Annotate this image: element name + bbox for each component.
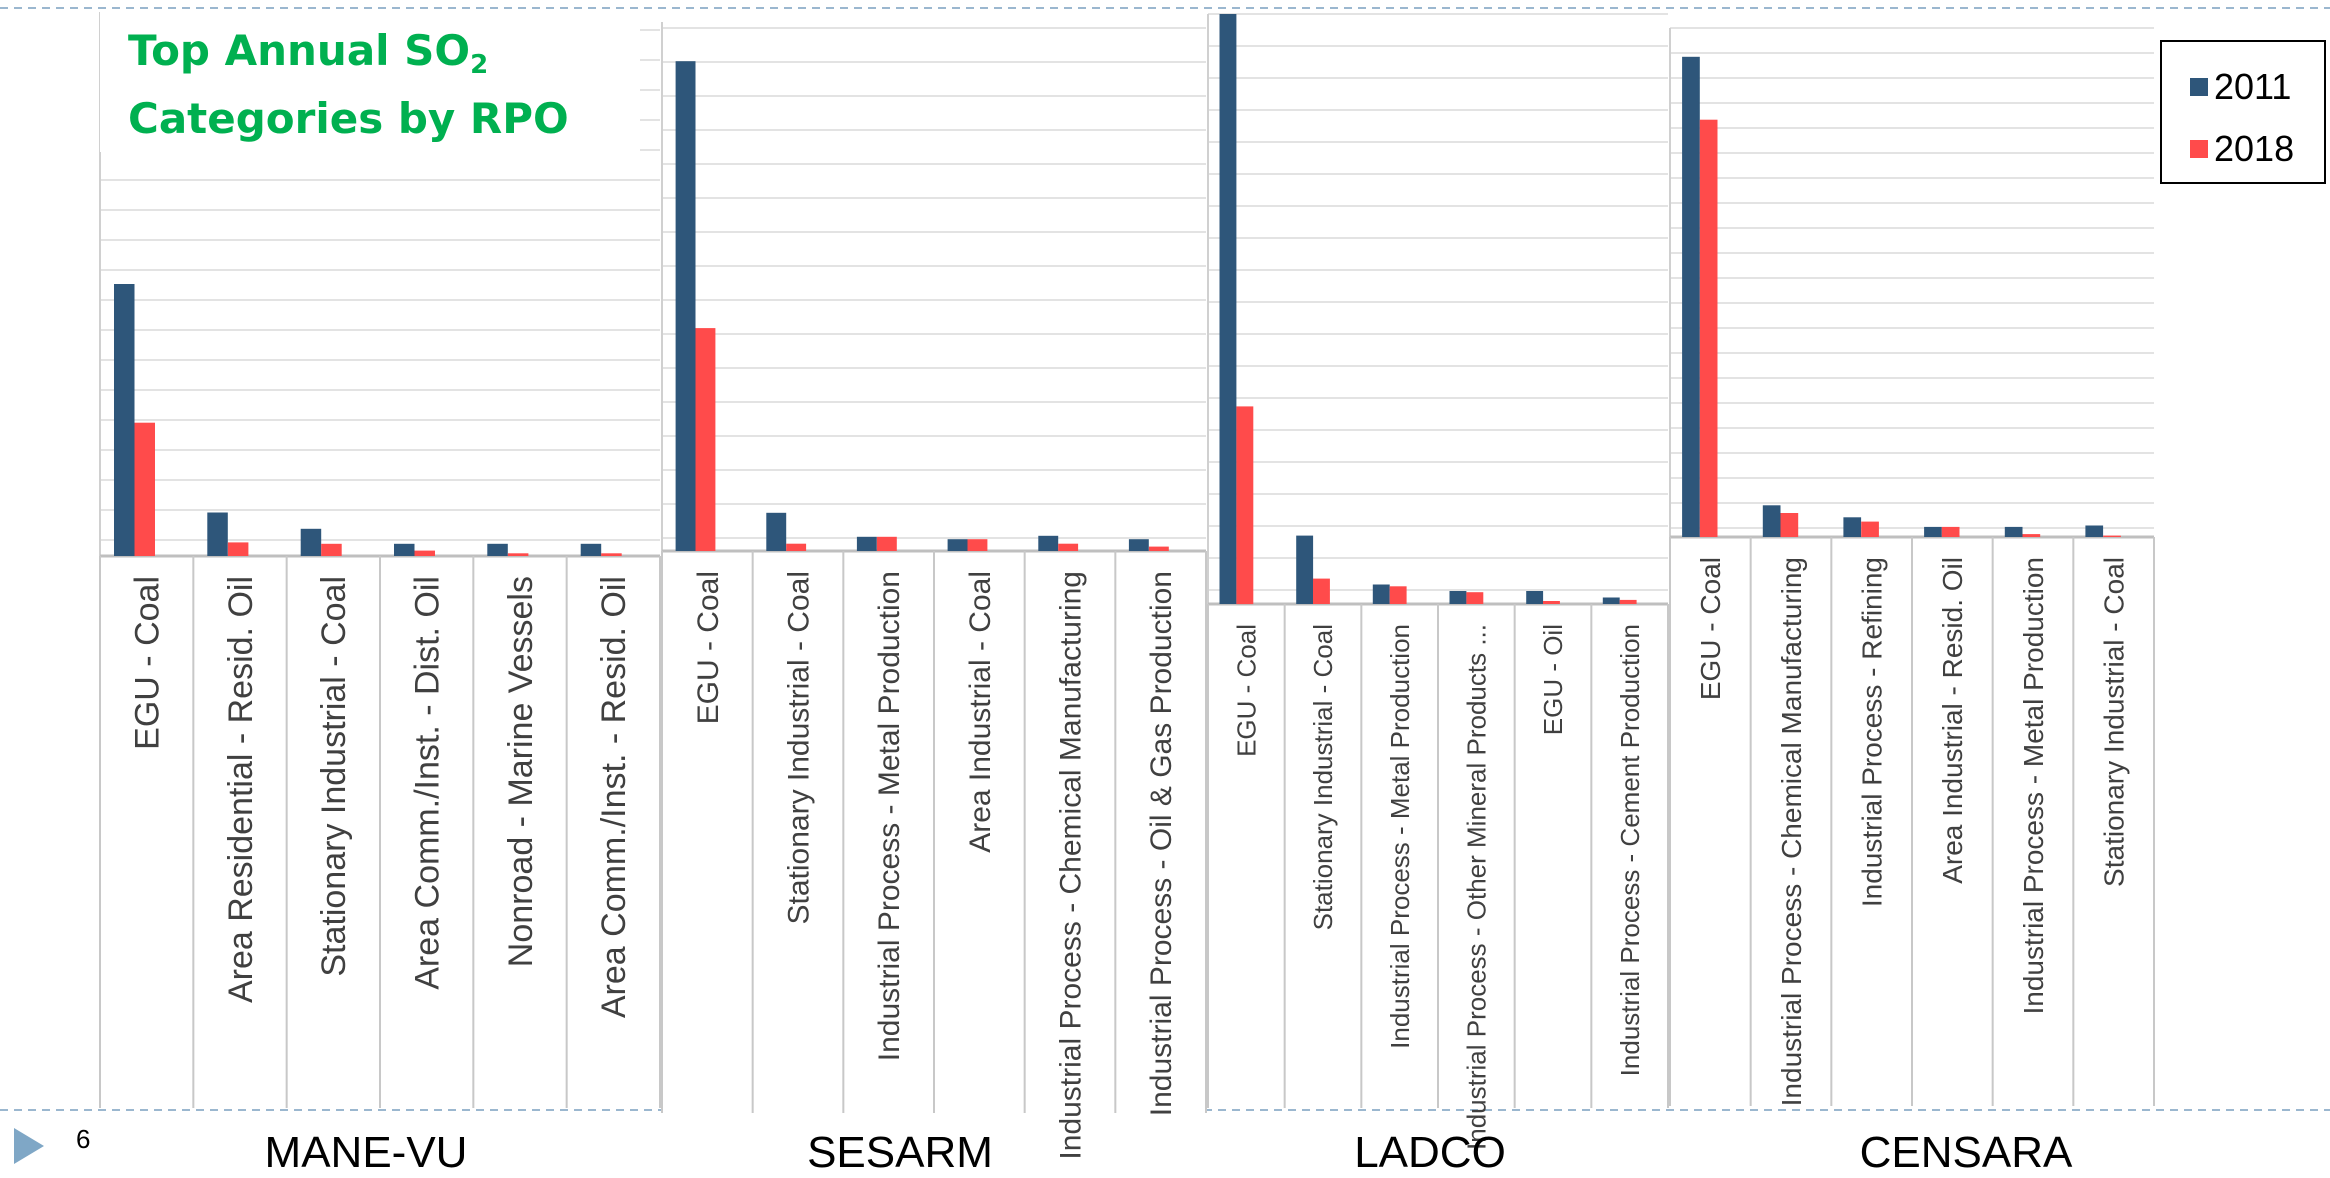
bar-censara-2011-5 — [2085, 525, 2104, 537]
legend-swatch-2018 — [2190, 140, 2208, 158]
page-number: 6 — [76, 1124, 91, 1154]
tick-label-mane-vu-5: Area Comm./Inst. - Resid. Oil — [595, 576, 633, 1018]
bar-sesarm-2018-2 — [876, 536, 897, 551]
title-line1: Top Annual SO — [128, 26, 471, 75]
legend-label-2011: 2011 — [2214, 66, 2292, 107]
bar-mane-vu-2018-5 — [601, 553, 622, 556]
legend-label-2018: 2018 — [2214, 128, 2295, 169]
bar-mane-vu-2011-2 — [300, 528, 322, 556]
legend-item-2011: 2011 — [2190, 56, 2324, 118]
title-subscript: 2 — [470, 50, 489, 80]
bar-censara-2011-2 — [1843, 517, 1862, 537]
tick-label-mane-vu-0: EGU - Coal — [129, 576, 167, 750]
tick-label-mane-vu-3: Area Comm./Inst. - Dist. Oil — [409, 576, 447, 990]
bar-ladco-2018-2 — [1389, 586, 1407, 604]
bar-ladco-2011-3 — [1449, 591, 1467, 604]
tick-label-sesarm-0: EGU - Coal — [692, 571, 725, 724]
tick-label-mane-vu-4: Nonroad - Marine Vessels — [502, 576, 540, 967]
bar-mane-vu-2018-4 — [507, 553, 529, 556]
bar-censara-2018-4 — [2022, 534, 2041, 537]
rpo-label-mane-vu: MANE-VU — [264, 1128, 468, 1177]
bar-sesarm-2011-4 — [1038, 535, 1059, 551]
bar-ladco-2018-0 — [1236, 406, 1254, 605]
bar-censara-2018-5 — [2103, 535, 2121, 537]
tick-label-sesarm-3: Area Industrial - Coal — [964, 571, 997, 853]
bar-sesarm-2011-5 — [1128, 539, 1149, 551]
rpo-label-censara: CENSARA — [1859, 1128, 2073, 1177]
bar-ladco-2018-4 — [1543, 601, 1560, 604]
rpo-label-ladco: LADCO — [1354, 1128, 1506, 1177]
bar-sesarm-2011-0 — [675, 61, 696, 551]
bar-censara-2011-0 — [1682, 56, 1700, 538]
tick-label-mane-vu-2: Stationary Industrial - Coal — [315, 576, 353, 977]
rpo-label-sesarm: SESARM — [807, 1128, 993, 1177]
bar-mane-vu-2011-0 — [114, 284, 135, 556]
bar-ladco-2011-0 — [1219, 14, 1237, 604]
tick-label-censara-3: Area Industrial - Resid. Oil — [1937, 557, 1968, 884]
legend: 2011 2018 — [2160, 40, 2326, 184]
bar-censara-2011-1 — [1762, 505, 1781, 537]
tick-label-mane-vu-1: Area Residential - Resid. Oil — [222, 576, 260, 1003]
bar-mane-vu-2011-3 — [394, 543, 415, 556]
tick-label-sesarm-4: Industrial Process - Chemical Manufactur… — [1055, 571, 1088, 1160]
bar-mane-vu-2011-5 — [580, 543, 602, 556]
tick-label-censara-1: Industrial Process - Chemical Manufactur… — [1776, 557, 1807, 1106]
tick-label-censara-5: Stationary Industrial - Coal — [2099, 557, 2130, 887]
bar-sesarm-2011-2 — [856, 536, 877, 551]
bar-mane-vu-2018-0 — [134, 422, 155, 556]
bar-ladco-2018-5 — [1619, 599, 1637, 604]
tick-label-ladco-4: EGU - Oil — [1538, 624, 1568, 735]
tick-label-ladco-1: Stationary Industrial - Coal — [1308, 624, 1338, 930]
bar-sesarm-2011-3 — [947, 539, 968, 551]
title-line2: Categories by RPO — [128, 94, 569, 143]
legend-swatch-2011 — [2190, 78, 2208, 96]
tick-label-censara-4: Industrial Process - Metal Production — [2018, 557, 2049, 1015]
tick-label-censara-2: Industrial Process - Refining — [1857, 557, 1888, 907]
bar-censara-2011-4 — [2004, 526, 2023, 537]
bar-ladco-2011-4 — [1526, 591, 1544, 604]
bar-ladco-2011-5 — [1602, 597, 1620, 604]
bar-ladco-2018-1 — [1313, 578, 1330, 604]
tick-label-sesarm-1: Stationary Industrial - Coal — [783, 571, 816, 925]
tick-label-ladco-3: Industrial Process - Other Mineral Produ… — [1461, 624, 1491, 1150]
tick-label-sesarm-5: Industrial Process - Oil & Gas Productio… — [1145, 571, 1178, 1116]
bar-mane-vu-2011-4 — [487, 543, 508, 556]
bar-sesarm-2018-3 — [967, 539, 988, 551]
bar-ladco-2011-2 — [1372, 584, 1390, 604]
bar-censara-2018-2 — [1861, 521, 1879, 537]
bar-censara-2018-1 — [1780, 513, 1799, 537]
bar-censara-2018-3 — [1941, 526, 1960, 537]
bar-mane-vu-2011-1 — [207, 512, 228, 556]
bar-sesarm-2018-4 — [1058, 543, 1079, 551]
tick-label-ladco-5: Industrial Process - Cement Production — [1615, 624, 1645, 1076]
bar-sesarm-2018-1 — [786, 543, 807, 551]
bar-ladco-2011-1 — [1296, 535, 1314, 604]
bar-censara-2011-3 — [1924, 526, 1942, 537]
bar-ladco-2018-3 — [1466, 592, 1484, 604]
bar-sesarm-2011-1 — [766, 512, 787, 551]
bar-censara-2018-0 — [1699, 119, 1718, 537]
tick-label-censara-0: EGU - Coal — [1695, 557, 1726, 700]
legend-item-2018: 2018 — [2190, 118, 2324, 180]
bar-mane-vu-2018-3 — [414, 550, 435, 556]
tick-label-ladco-2: Industrial Process - Metal Production — [1385, 624, 1415, 1049]
bar-mane-vu-2018-1 — [227, 542, 249, 556]
tick-label-sesarm-2: Industrial Process - Metal Production — [873, 571, 906, 1061]
tick-label-ladco-0: EGU - Coal — [1231, 624, 1261, 757]
slide-marker-icon — [14, 1128, 44, 1164]
bar-mane-vu-2018-2 — [321, 543, 342, 556]
chart-title: Top Annual SO2 Categories by RPO — [100, 12, 640, 152]
bar-sesarm-2018-5 — [1148, 546, 1169, 551]
bar-sesarm-2018-0 — [695, 328, 716, 551]
